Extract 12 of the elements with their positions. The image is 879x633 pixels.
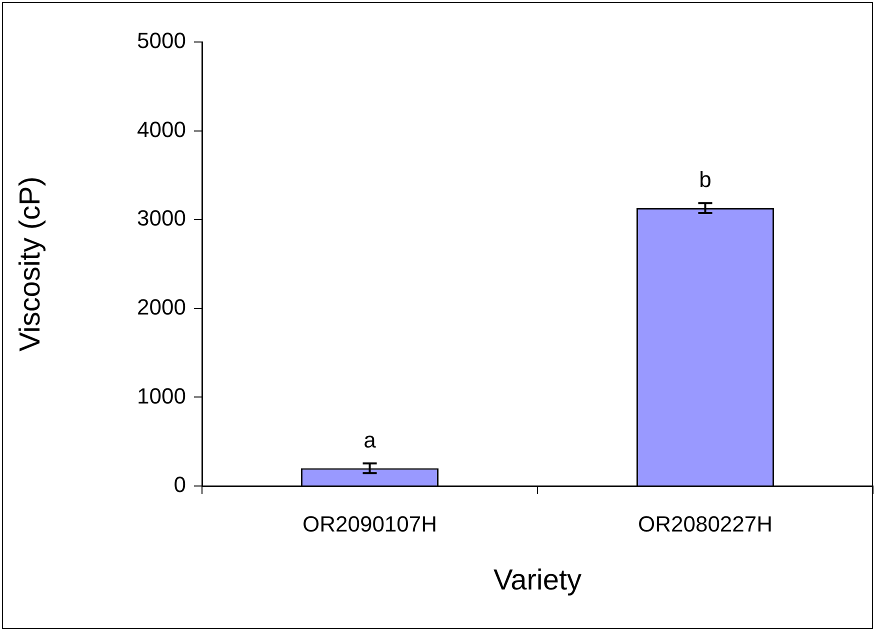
x-tick-label: OR2080227H: [638, 511, 773, 536]
y-tick-label: 1000: [137, 383, 186, 408]
y-axis-title: Viscosity (cP): [14, 176, 46, 352]
y-tick-label: 3000: [137, 206, 186, 231]
annotation: b: [699, 167, 712, 192]
annotation: a: [364, 427, 377, 452]
y-tick-label: 2000: [137, 294, 186, 320]
y-tick-label: 0: [174, 472, 186, 498]
x-axis-title: Variety: [493, 564, 582, 597]
y-tick-label: 5000: [137, 28, 186, 54]
x-tick-label: OR2090107H: [302, 511, 438, 536]
y-tick-label: 4000: [137, 116, 186, 142]
